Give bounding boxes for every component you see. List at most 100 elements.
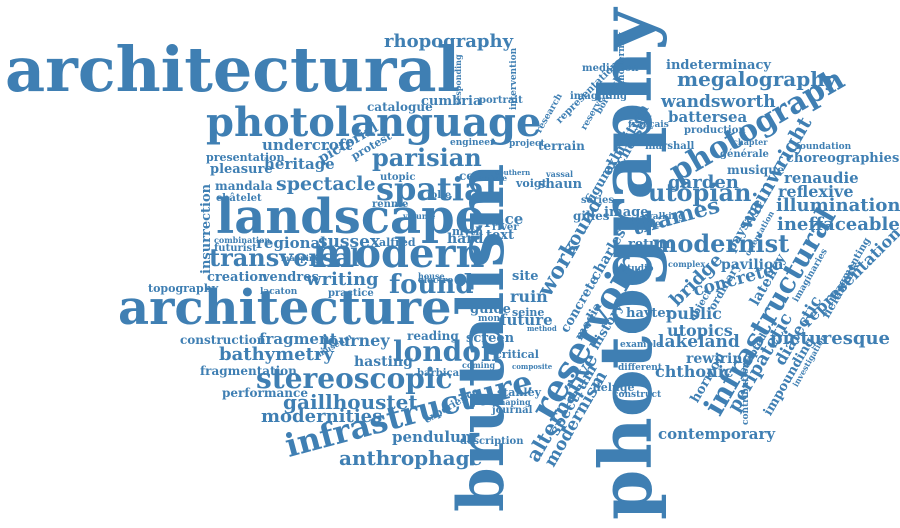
cloud-word: modern bbox=[312, 230, 485, 277]
cloud-word: générale bbox=[720, 149, 769, 160]
cloud-word: portrait bbox=[479, 95, 523, 106]
cloud-word: sussex bbox=[318, 232, 381, 252]
cloud-word: fragmentation bbox=[200, 364, 297, 378]
cloud-word: project bbox=[509, 139, 545, 149]
cloud-word: return bbox=[628, 237, 675, 252]
cloud-word: method bbox=[527, 324, 557, 333]
cloud-word: regional bbox=[256, 234, 326, 252]
cloud-word: marshall bbox=[645, 141, 695, 152]
cloud-word: fragment bbox=[259, 330, 337, 348]
cloud-word: article bbox=[478, 173, 508, 183]
cloud-word: cumbria bbox=[421, 94, 482, 109]
cloud-word: pendulum bbox=[392, 428, 477, 446]
cloud-word: architecture bbox=[118, 280, 452, 336]
cloud-word: mandala bbox=[215, 179, 273, 193]
cloud-word: ruin bbox=[510, 287, 548, 306]
cloud-word: journal bbox=[492, 405, 533, 416]
cloud-word: vassal bbox=[546, 169, 574, 179]
cloud-word: combination bbox=[214, 235, 271, 245]
cloud-word: journey bbox=[322, 331, 390, 350]
cloud-word: river bbox=[492, 222, 519, 233]
cloud-word: rennie bbox=[372, 199, 409, 210]
cloud-word: utopic bbox=[380, 172, 416, 183]
cloud-word: complex bbox=[668, 259, 706, 269]
cloud-word: writing bbox=[306, 269, 379, 290]
cloud-word: studio bbox=[622, 264, 654, 274]
cloud-word: port bbox=[460, 276, 479, 286]
cloud-word: pleasure bbox=[210, 162, 273, 177]
cloud-word: topography bbox=[148, 282, 219, 295]
cloud-word: stereoscopic bbox=[256, 362, 453, 395]
cloud-word: image bbox=[604, 205, 649, 220]
cloud-word: mont bbox=[478, 314, 505, 324]
cloud-word: description bbox=[460, 436, 524, 447]
cloud-word: found bbox=[389, 270, 474, 300]
cloud-word: space bbox=[476, 210, 524, 228]
cloud-word: imagining bbox=[570, 91, 627, 102]
cloud-word: engineer bbox=[450, 138, 495, 148]
cloud-word: contribution bbox=[741, 361, 751, 425]
cloud-word: lakeland bbox=[658, 332, 740, 352]
cloud-word: vendres bbox=[262, 270, 319, 285]
cloud-word: gaillhoustet bbox=[283, 390, 418, 414]
cloud-word: responding bbox=[453, 54, 463, 105]
cloud-word: figure bbox=[628, 219, 662, 230]
cloud-word: walking bbox=[645, 212, 685, 222]
cloud-word: ineffaceable bbox=[777, 214, 900, 235]
cloud-word: undercroft bbox=[262, 136, 353, 154]
cloud-word: picturesque bbox=[770, 328, 890, 349]
cloud-word: centre bbox=[459, 169, 503, 183]
cloud-word: public bbox=[666, 304, 722, 323]
cloud-word: construction bbox=[180, 333, 266, 347]
cloud-word: intervention bbox=[509, 47, 519, 110]
cloud-word: shaping bbox=[495, 397, 531, 407]
cloud-word: guide bbox=[470, 302, 511, 317]
cloud-word: hasting bbox=[354, 354, 413, 370]
cloud-word: garden bbox=[668, 172, 739, 193]
cloud-word: brutalism bbox=[444, 163, 519, 512]
cloud-word: megalography bbox=[677, 67, 837, 91]
cloud-word: different bbox=[618, 363, 662, 373]
cloud-word: chapter bbox=[733, 137, 768, 147]
cloud-word: electro bbox=[418, 276, 454, 286]
cloud-word: hayter bbox=[626, 306, 673, 321]
cloud-word: wandsworth bbox=[661, 92, 776, 112]
cloud-word: seine bbox=[512, 306, 545, 319]
cloud-word: musique bbox=[727, 163, 785, 177]
cloud-word: alfred bbox=[379, 236, 416, 249]
cloud-word: futurist bbox=[214, 243, 257, 254]
cloud-word: lacaton bbox=[260, 287, 298, 297]
cloud-word: gilles bbox=[573, 209, 610, 223]
cloud-word: renaudie bbox=[784, 169, 859, 187]
cloud-word: modernities bbox=[261, 406, 383, 427]
cloud-word: text bbox=[486, 228, 515, 243]
cloud-word: mediation bbox=[582, 63, 639, 74]
cloud-word: insurrection bbox=[199, 183, 214, 274]
cloud-word: reflexive bbox=[778, 182, 854, 201]
cloud-word: utopics bbox=[667, 321, 733, 340]
cloud-word: parisian bbox=[372, 143, 482, 172]
cloud-word: example bbox=[620, 340, 662, 350]
cloud-word: stanley bbox=[497, 386, 541, 399]
cloud-word: reading bbox=[407, 329, 459, 343]
cloud-word: series bbox=[581, 195, 615, 206]
cloud-word: architectural bbox=[5, 33, 461, 106]
cloud-word: shaun bbox=[538, 177, 583, 192]
cloud-word: photolanguage bbox=[206, 99, 542, 146]
cloud-word: utopian bbox=[648, 178, 752, 207]
cloud-word: presentation bbox=[206, 151, 285, 164]
cloud-word: screen bbox=[466, 331, 515, 346]
cloud-word: production bbox=[684, 125, 746, 136]
cloud-word: barbican bbox=[417, 368, 467, 379]
cloud-word: indeterminacy bbox=[666, 58, 771, 73]
cloud-word: français bbox=[628, 120, 669, 130]
cloud-word: contemporary bbox=[658, 425, 776, 443]
cloud-word: deluge bbox=[593, 381, 635, 394]
cloud-word: coming bbox=[462, 360, 496, 370]
cloud-word: bathymetry bbox=[219, 344, 334, 365]
cloud-word: construct bbox=[613, 390, 662, 400]
cloud-word: spatial bbox=[376, 170, 497, 208]
cloud-word: myth bbox=[452, 225, 484, 238]
cloud-word: rewiring bbox=[686, 351, 753, 367]
cloud-word: volume bbox=[403, 211, 436, 221]
